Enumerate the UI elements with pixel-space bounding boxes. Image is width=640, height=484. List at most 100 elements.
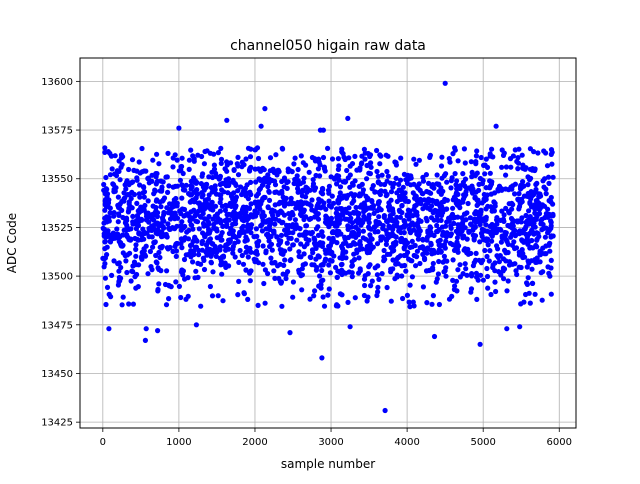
data-point	[527, 146, 534, 152]
data-point	[145, 198, 151, 204]
data-point	[118, 155, 124, 161]
data-point	[128, 278, 134, 284]
data-point	[130, 263, 136, 269]
data-point	[361, 276, 368, 282]
data-point	[155, 328, 161, 334]
data-point	[154, 178, 160, 184]
data-point	[532, 202, 538, 208]
data-point	[483, 196, 489, 202]
x-tick-label: 6000	[547, 437, 572, 448]
data-point	[435, 212, 441, 218]
data-point	[488, 191, 494, 197]
data-point	[252, 208, 258, 214]
data-point	[191, 179, 198, 185]
data-point	[307, 296, 313, 302]
data-point	[188, 183, 194, 189]
data-point	[154, 197, 160, 203]
data-point	[226, 180, 232, 186]
data-point	[533, 216, 539, 222]
data-point	[112, 188, 118, 194]
data-point	[272, 275, 278, 281]
data-point	[362, 156, 368, 162]
data-point	[287, 215, 293, 221]
data-point	[172, 183, 178, 189]
data-point	[471, 218, 477, 224]
data-point	[222, 244, 228, 250]
data-point	[262, 267, 268, 273]
data-point	[143, 217, 149, 223]
data-point	[505, 278, 511, 284]
data-point	[219, 271, 225, 277]
data-point	[420, 237, 426, 243]
data-point	[298, 153, 304, 159]
data-point	[194, 191, 200, 197]
data-point	[218, 237, 224, 243]
data-point	[270, 212, 276, 218]
data-point	[204, 201, 210, 207]
y-tick-label: 13450	[41, 369, 73, 380]
data-point	[187, 242, 194, 249]
data-point	[311, 262, 317, 268]
data-point	[218, 156, 225, 162]
data-point	[353, 234, 359, 240]
data-point	[343, 193, 349, 199]
data-point	[364, 298, 370, 304]
data-point	[198, 303, 204, 309]
y-tick-label: 13475	[41, 320, 73, 331]
data-point	[430, 210, 436, 216]
data-point	[278, 232, 285, 238]
data-point	[245, 254, 251, 260]
data-point	[158, 204, 164, 210]
data-point	[385, 231, 392, 237]
data-point	[157, 254, 163, 261]
data-point	[320, 185, 326, 192]
data-point	[434, 172, 440, 178]
data-point	[529, 280, 536, 286]
data-point	[200, 171, 206, 177]
data-point	[153, 208, 159, 214]
data-point	[400, 295, 406, 302]
data-point	[482, 247, 488, 254]
data-point	[502, 229, 508, 236]
data-point	[523, 212, 529, 219]
data-point	[299, 272, 305, 278]
data-point	[476, 257, 482, 263]
data-point	[118, 264, 124, 271]
data-point	[438, 217, 444, 223]
data-point	[265, 231, 271, 237]
data-point	[401, 246, 407, 252]
data-point	[327, 270, 333, 276]
data-point	[139, 145, 145, 152]
data-point	[473, 153, 479, 159]
data-point	[170, 248, 176, 255]
data-point	[397, 208, 403, 214]
data-point	[102, 275, 108, 281]
data-point	[258, 168, 264, 174]
data-point	[512, 181, 519, 187]
data-point	[536, 193, 542, 200]
data-point	[130, 301, 136, 307]
data-point	[534, 255, 540, 261]
data-point	[524, 264, 530, 270]
data-point	[222, 260, 228, 266]
data-point	[384, 168, 390, 175]
data-point	[200, 210, 206, 217]
data-point	[364, 162, 370, 169]
data-point	[179, 182, 185, 188]
data-point	[372, 224, 378, 230]
data-point	[420, 284, 426, 290]
data-point	[462, 246, 468, 252]
data-point	[334, 181, 340, 187]
data-point	[267, 155, 274, 161]
data-point	[385, 204, 392, 210]
data-point	[480, 277, 486, 283]
data-point	[510, 217, 516, 223]
data-point	[279, 178, 285, 185]
data-point	[105, 228, 111, 234]
data-point	[212, 187, 218, 193]
data-point	[322, 219, 329, 225]
data-point	[287, 257, 293, 264]
data-point	[368, 283, 374, 289]
data-point	[262, 300, 268, 306]
data-point	[301, 200, 307, 206]
